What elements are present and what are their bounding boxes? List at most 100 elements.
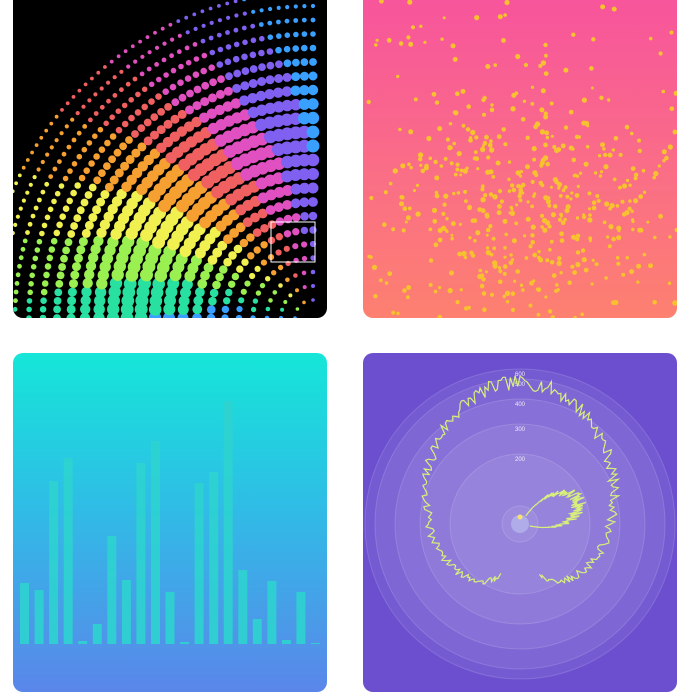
scatter-point	[591, 200, 597, 205]
scatter-point	[510, 106, 516, 112]
scatter-point	[478, 268, 483, 273]
scatter-point	[450, 221, 456, 227]
dot	[240, 81, 250, 91]
dot	[244, 280, 251, 287]
scatter-point	[502, 294, 507, 299]
dot	[75, 111, 80, 116]
scatter-point	[496, 134, 502, 140]
scatter-point	[374, 43, 378, 47]
dot	[310, 255, 316, 261]
scatter-point	[509, 183, 515, 188]
dot-pattern-svg	[13, 0, 320, 318]
scatter-point	[581, 97, 587, 103]
scatter-point	[569, 197, 573, 201]
scatter-point	[545, 135, 550, 140]
dot	[47, 206, 54, 213]
dot	[60, 108, 64, 112]
dot	[121, 120, 129, 128]
zoom-box	[270, 221, 316, 263]
dot	[240, 288, 247, 295]
dot	[193, 85, 202, 94]
scatter-point	[366, 99, 371, 105]
scatter-point	[410, 25, 416, 30]
scatter-point	[485, 250, 492, 256]
dot	[200, 67, 207, 75]
scatter-point	[630, 209, 634, 213]
dot	[17, 173, 22, 178]
dot	[163, 303, 176, 316]
scatter-point	[594, 262, 599, 267]
dot	[103, 120, 109, 127]
dot	[164, 103, 173, 111]
scatter-point	[587, 217, 593, 223]
scatter-point	[412, 188, 417, 193]
scatter-point	[628, 199, 632, 203]
polar-rings	[364, 368, 676, 680]
dot	[14, 181, 18, 186]
scatter-point	[480, 146, 486, 153]
scatter-point	[405, 215, 411, 221]
dot	[27, 289, 33, 296]
scatter-point	[613, 136, 619, 141]
scatter-point	[418, 157, 423, 162]
dot	[264, 102, 276, 115]
scatter-point	[488, 147, 495, 153]
dot	[62, 205, 70, 212]
dot	[259, 35, 265, 42]
scatter-point	[423, 165, 429, 171]
dot	[310, 17, 316, 23]
scatter-point	[589, 66, 594, 71]
dot	[22, 238, 28, 244]
scatter-point	[539, 107, 545, 113]
dot	[119, 142, 127, 151]
scatter-point	[630, 166, 636, 172]
dot	[125, 136, 133, 144]
dot	[283, 245, 290, 252]
scatter-point	[514, 221, 519, 226]
scatter-point	[507, 177, 511, 182]
dot	[242, 11, 247, 16]
dot	[228, 280, 236, 288]
dot	[163, 119, 173, 129]
dot	[36, 167, 41, 172]
scatter-point	[481, 277, 486, 282]
dot	[225, 30, 230, 35]
scatter-point	[672, 129, 677, 135]
scatter-point	[428, 156, 433, 161]
scatter-point	[450, 236, 454, 241]
dot	[87, 98, 92, 103]
scatter-point	[591, 205, 597, 211]
scatter-point	[472, 218, 478, 223]
scatter-point	[590, 282, 594, 286]
scatter-point	[474, 15, 480, 21]
scatter-point	[501, 127, 506, 132]
bar	[296, 592, 306, 644]
scatter-point	[503, 246, 507, 250]
dot	[249, 51, 257, 59]
scatter-point	[431, 207, 438, 213]
scatter-point	[387, 271, 393, 277]
dot	[67, 287, 77, 297]
scatter-point	[423, 40, 427, 44]
polar-tick-label: 200	[515, 457, 526, 463]
dot	[18, 255, 24, 261]
scatter-point	[459, 288, 463, 292]
scatter-point	[571, 32, 576, 37]
dot	[169, 83, 177, 91]
dot	[99, 219, 111, 230]
scatter-point	[532, 252, 538, 258]
scatter-point	[457, 251, 462, 257]
dot	[112, 75, 117, 80]
dot	[39, 135, 44, 140]
dot	[81, 228, 91, 238]
dot	[177, 304, 189, 315]
dot	[170, 67, 177, 74]
dot	[209, 49, 216, 56]
scatter-point	[664, 155, 669, 161]
scatter-point	[537, 250, 541, 254]
scatter-point	[502, 271, 507, 276]
scatter-point	[621, 272, 626, 277]
dot	[232, 55, 240, 63]
scatter-point	[530, 224, 536, 230]
scatter-point	[661, 89, 666, 94]
